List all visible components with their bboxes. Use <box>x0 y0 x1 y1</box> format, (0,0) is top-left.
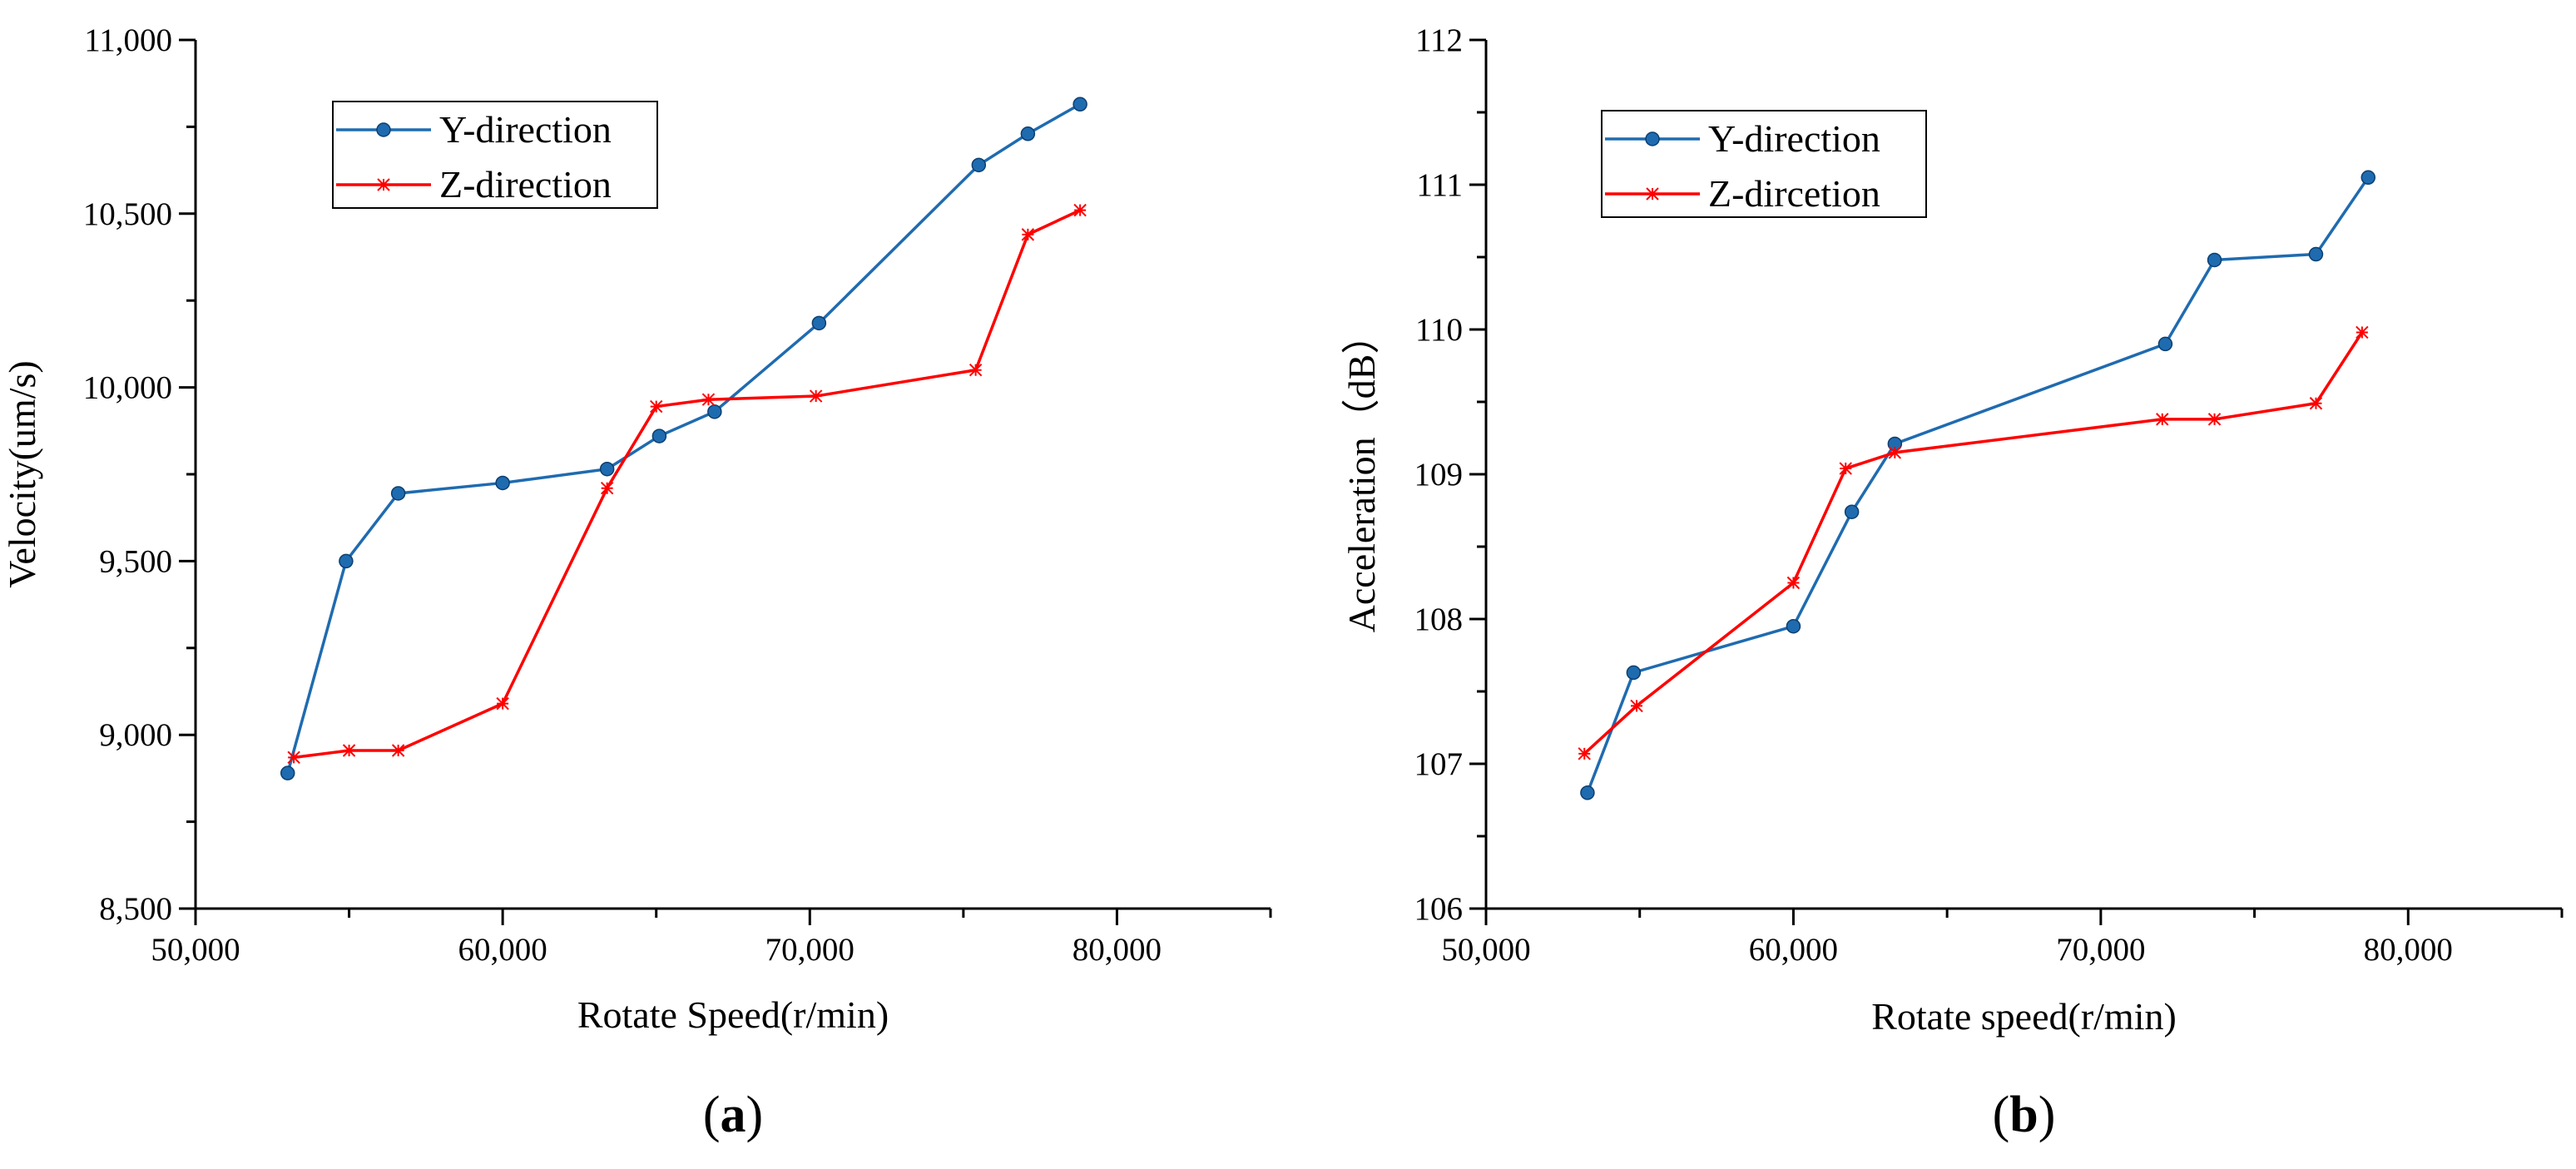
y-tick-label: 9,000 <box>99 717 172 753</box>
legend-label: Z-direction <box>439 163 612 206</box>
chart-panel-a: 50,000 60,000 70,000 80,000 8,500 9,000 9,500 1… <box>1 22 1272 1143</box>
panel-label-close: ) <box>746 1087 764 1143</box>
data-point-z-direction <box>600 481 614 495</box>
data-point-z-direction <box>342 744 356 757</box>
legend-label: Y-direction <box>439 108 612 151</box>
data-point-y-direction <box>1786 618 1801 634</box>
data-point-y-direction <box>2207 252 2222 268</box>
data-point-y-direction <box>495 475 510 491</box>
data-point-z-direction <box>701 393 716 406</box>
data-point-y-direction <box>811 315 827 331</box>
y-tick-label: 109 <box>1414 457 1464 493</box>
x-tick-label: 50,000 <box>1441 932 1530 968</box>
y-axis-label: Velocity(um/s) <box>1 360 43 587</box>
data-point-y-direction <box>280 765 295 780</box>
legend-box <box>332 101 658 209</box>
data-point-y-direction <box>971 157 987 173</box>
legend-marker <box>377 178 390 191</box>
x-tick-label: 60,000 <box>458 932 547 968</box>
data-point-y-direction <box>1626 665 1642 681</box>
data-point-y-direction <box>339 553 354 569</box>
data-point-z-direction <box>809 389 823 403</box>
y-tick-label: 110 <box>1415 312 1463 348</box>
y-tick-label: 106 <box>1414 891 1464 927</box>
data-point-y-direction <box>599 461 615 477</box>
data-point-y-direction <box>390 486 406 501</box>
data-point-y-direction <box>651 428 667 443</box>
data-point-z-direction <box>1578 747 1591 760</box>
data-point-z-direction <box>1839 462 1852 475</box>
legend-label: Y-direction <box>1708 117 1880 160</box>
x-tick-label: 60,000 <box>1749 932 1838 968</box>
y-tick-label: 10,000 <box>83 370 172 406</box>
y-tick-label: 107 <box>1414 746 1464 782</box>
panel-label: (a) <box>703 1087 763 1143</box>
chart-panel-b: 50,000 60,000 70,000 80,000 106 107 108 109 110 1… <box>1340 22 2564 1143</box>
data-point-y-direction <box>2157 336 2173 352</box>
data-point-z-direction <box>2309 397 2323 410</box>
data-point-z-direction <box>2356 325 2369 339</box>
panel-label-letter: b <box>2009 1087 2038 1143</box>
panel-label-open: ( <box>703 1087 721 1143</box>
x-axis-label: Rotate Speed(r/min) <box>577 993 889 1036</box>
data-point-z-direction <box>968 364 983 377</box>
data-point-z-direction <box>650 399 663 414</box>
data-point-y-direction <box>2308 246 2324 262</box>
y-tick-label: 10,500 <box>83 196 172 232</box>
panel-label-open: ( <box>1993 1087 2010 1143</box>
series-line-y-direction <box>1586 176 2370 794</box>
data-point-z-direction <box>1630 699 1643 713</box>
y-tick-label: 9,500 <box>99 543 172 579</box>
data-point-y-direction <box>1073 97 1087 112</box>
legend-label: Z-dircetion <box>1708 172 1880 215</box>
data-point-z-direction <box>1888 446 1902 459</box>
panel-label-close: ) <box>2039 1087 2056 1143</box>
x-tick-label: 70,000 <box>765 932 855 968</box>
data-point-z-direction <box>287 750 300 765</box>
y-tick-label: 111 <box>1416 167 1463 203</box>
legend-marker <box>1646 187 1659 201</box>
data-point-y-direction <box>1580 785 1595 800</box>
panel-label-letter: a <box>721 1087 746 1143</box>
data-point-z-direction <box>496 696 509 711</box>
x-tick-label: 80,000 <box>1073 932 1162 968</box>
y-tick-label: 108 <box>1414 602 1464 637</box>
series-line-z-direction <box>1583 331 2364 755</box>
data-point-z-direction <box>1021 228 1035 241</box>
data-point-y-direction <box>1844 504 1860 519</box>
x-tick-label: 70,000 <box>2056 932 2145 968</box>
y-axis-label: Acceleration（dB） <box>1340 316 1383 633</box>
x-tick-label: 80,000 <box>2364 932 2453 968</box>
legend-box <box>1601 110 1927 218</box>
y-tick-label: 11,000 <box>84 22 172 58</box>
data-point-z-direction <box>1073 203 1087 217</box>
legend-marker <box>1645 131 1660 146</box>
data-point-z-direction <box>1786 576 1801 590</box>
data-point-y-direction <box>707 404 722 419</box>
y-tick-label: 8,500 <box>99 891 172 927</box>
x-axis-label: Rotate speed(r/min) <box>1871 995 2177 1038</box>
data-point-y-direction <box>2361 170 2376 186</box>
data-point-y-direction <box>1020 126 1036 141</box>
legend-marker <box>376 122 391 137</box>
data-point-z-direction <box>2156 413 2169 426</box>
panel-label: (b) <box>1993 1087 2056 1143</box>
y-tick-label: 112 <box>1415 22 1463 58</box>
series-line-z-direction <box>293 209 1081 760</box>
x-tick-label: 50,000 <box>151 932 240 968</box>
data-point-z-direction <box>391 744 405 757</box>
data-point-z-direction <box>2207 413 2222 426</box>
